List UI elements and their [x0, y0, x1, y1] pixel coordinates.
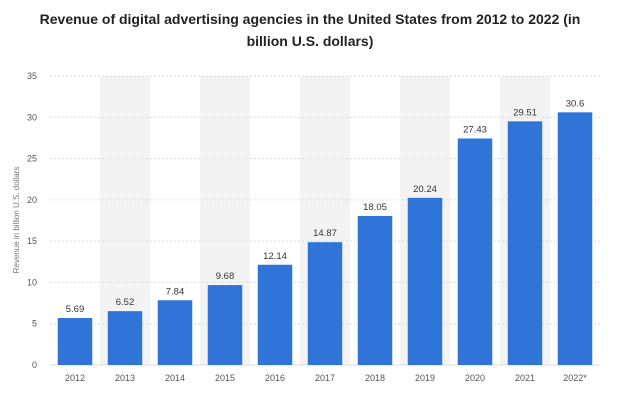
- x-tick-label: 2014: [165, 373, 185, 383]
- y-tick-label: 15: [27, 236, 37, 246]
- x-tick-label: 2015: [215, 373, 235, 383]
- y-axis-ticks: 0 5 10 15 20 25 30 35: [27, 71, 37, 370]
- bar: [257, 264, 293, 365]
- x-tick-label: 2012: [65, 373, 85, 383]
- value-label: 27.43: [463, 125, 487, 136]
- x-tick-label: 2022*: [563, 373, 587, 383]
- value-label: 14.87: [313, 228, 337, 239]
- y-tick-label: 0: [32, 360, 37, 370]
- value-label: 5.69: [66, 304, 85, 315]
- bar: [207, 285, 243, 365]
- bar: [457, 138, 493, 365]
- y-tick-label: 20: [27, 195, 37, 205]
- x-tick-label: 2018: [365, 373, 385, 383]
- x-tick-label: 2020: [465, 373, 485, 383]
- value-label: 29.51: [513, 107, 537, 118]
- value-labels: 5.69 6.52 7.84 9.68 12.14 14.87 18.05 20.24 27.4…: [66, 98, 585, 315]
- value-label: 6.52: [116, 297, 135, 308]
- bar: [407, 197, 443, 365]
- y-tick-label: 5: [32, 319, 37, 329]
- bar: [107, 311, 143, 365]
- y-tick-label: 25: [27, 154, 37, 164]
- x-tick-label: 2021: [515, 373, 535, 383]
- value-label: 9.68: [216, 271, 235, 282]
- bars: [57, 112, 593, 366]
- value-label: 20.24: [413, 184, 437, 195]
- value-label: 18.05: [363, 202, 387, 213]
- x-tick-label: 2016: [265, 373, 285, 383]
- x-axis-ticks: 2012 2013 2014 2015 2016 2017 2018 2019 2020 2021…: [65, 373, 587, 383]
- value-label: 7.84: [166, 286, 185, 297]
- bar: [307, 242, 343, 365]
- y-tick-label: 10: [27, 277, 37, 287]
- bar: [357, 215, 393, 365]
- chart-title: Revenue of digital advertising agencies …: [39, 11, 581, 49]
- value-label: 12.14: [263, 251, 287, 262]
- bar: [507, 121, 543, 365]
- value-label: 30.6: [566, 98, 585, 109]
- bar: [57, 318, 93, 365]
- y-axis-label: Revenue in billion U.S. dollars: [12, 167, 21, 274]
- bar: [157, 300, 193, 365]
- y-tick-label: 35: [27, 71, 37, 81]
- x-tick-label: 2017: [315, 373, 335, 383]
- bar: [557, 112, 593, 366]
- x-tick-label: 2019: [415, 373, 435, 383]
- y-tick-label: 30: [27, 112, 37, 122]
- x-tick-label: 2013: [115, 373, 135, 383]
